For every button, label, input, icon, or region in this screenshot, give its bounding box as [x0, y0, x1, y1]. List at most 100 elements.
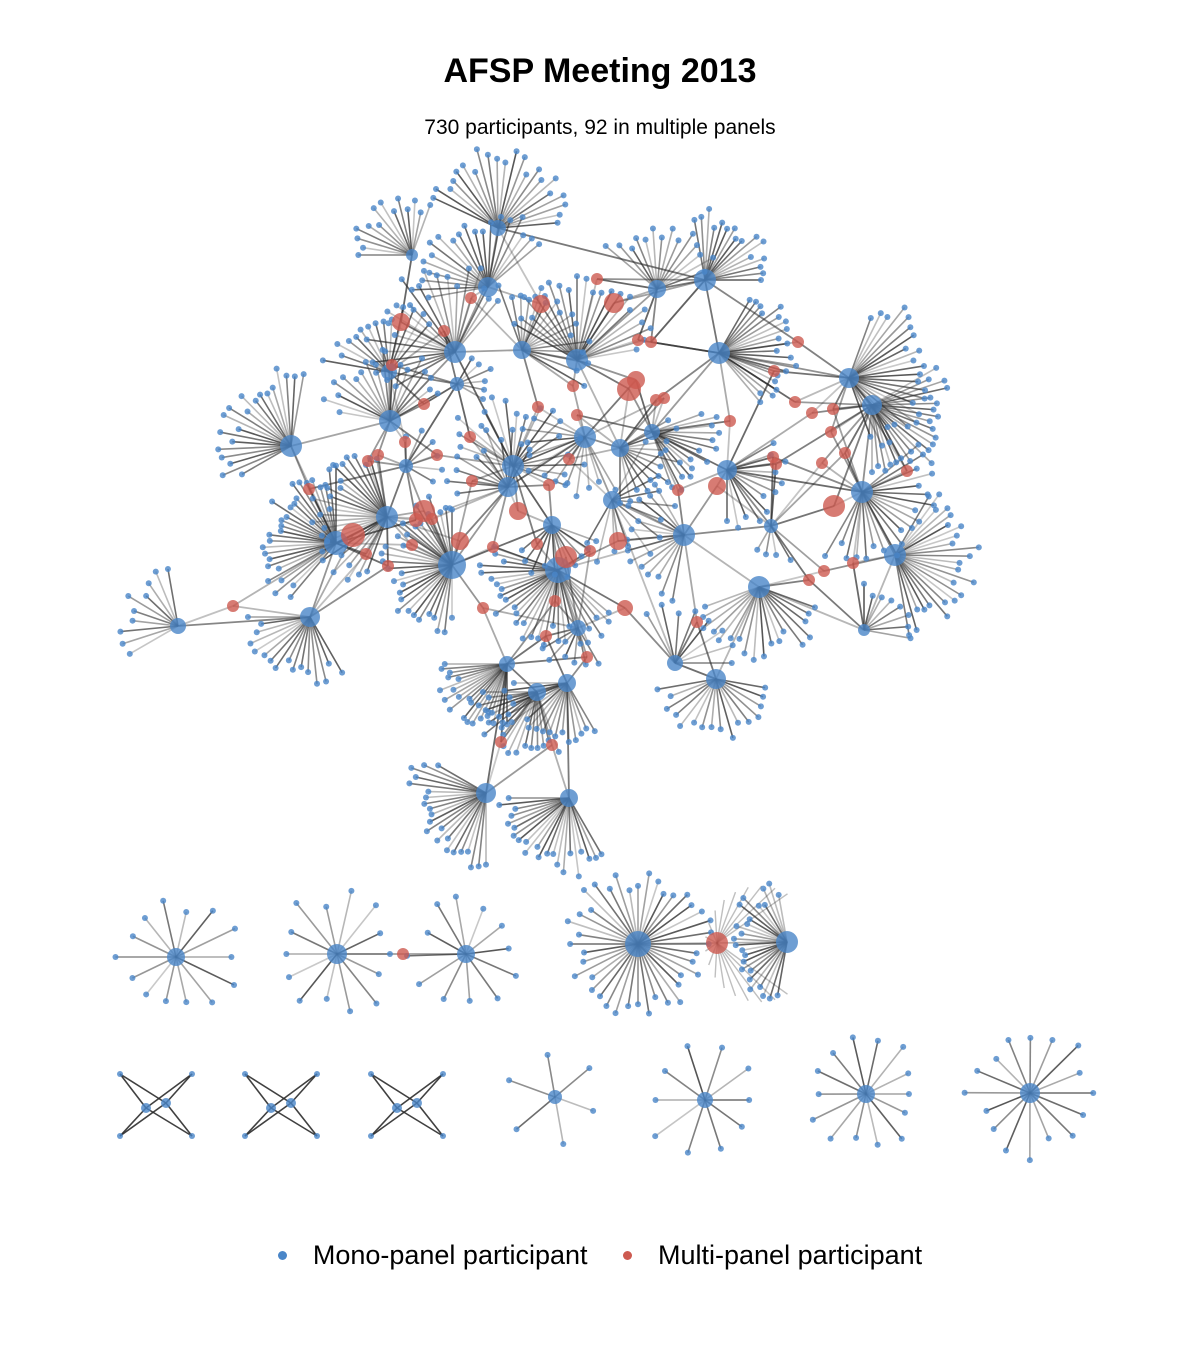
participant-node — [747, 967, 754, 974]
participant-node — [802, 618, 809, 625]
participant-node — [433, 186, 440, 193]
edge — [568, 797, 603, 855]
participant-node — [507, 217, 514, 224]
participant-node — [932, 506, 939, 513]
participant-node — [487, 219, 494, 226]
multi-panel-node — [609, 532, 627, 550]
edge — [651, 352, 720, 433]
participant-node — [698, 213, 705, 220]
edge — [333, 381, 391, 422]
participant-node — [642, 438, 649, 445]
participant-node — [335, 392, 342, 399]
edge — [378, 224, 413, 256]
edge — [223, 414, 292, 447]
edge — [562, 797, 570, 873]
participant-node — [933, 364, 940, 371]
participant-node — [534, 843, 541, 850]
participant-node — [412, 773, 419, 780]
participant-node — [499, 719, 506, 726]
participant-node — [453, 467, 460, 474]
participant-node — [323, 678, 330, 685]
participant-node — [562, 638, 569, 645]
edge — [500, 691, 538, 743]
edge — [479, 564, 559, 571]
participant-node — [293, 900, 300, 907]
participant-node — [898, 455, 905, 462]
participant-node — [757, 303, 764, 310]
participant-node — [589, 974, 596, 981]
participant-node — [687, 473, 694, 480]
edge — [852, 562, 865, 631]
edge — [471, 663, 508, 724]
participant-node — [283, 951, 290, 957]
participant-node — [555, 748, 562, 755]
participant-node — [783, 326, 790, 333]
multi-panel-node — [658, 392, 670, 404]
participant-node — [498, 436, 505, 443]
participant-node — [506, 694, 513, 701]
participant-node — [528, 569, 535, 576]
participant-node — [684, 891, 691, 898]
edge — [848, 312, 882, 379]
edge — [425, 792, 487, 799]
edge — [250, 616, 311, 645]
participant-node — [691, 216, 698, 223]
participant-node — [944, 521, 951, 528]
edge — [451, 524, 553, 566]
edge — [380, 202, 413, 256]
participant-node — [420, 267, 427, 274]
participant-node — [655, 878, 662, 885]
edge — [576, 359, 621, 449]
chart-title: AFSP Meeting 2013 — [443, 52, 757, 90]
participant-node — [667, 693, 674, 700]
participant-node — [947, 512, 954, 519]
edge — [497, 227, 542, 305]
participant-node — [523, 838, 530, 845]
participant-node — [738, 238, 745, 245]
participant-node — [565, 738, 572, 745]
participant-node — [336, 409, 343, 416]
edge — [568, 289, 578, 361]
participant-node — [644, 487, 651, 494]
edge — [485, 663, 508, 794]
participant-node — [377, 199, 384, 206]
participant-node — [505, 820, 512, 827]
participant-node — [598, 851, 605, 858]
edge — [389, 357, 423, 422]
participant-node — [269, 384, 276, 391]
participant-node — [410, 306, 417, 313]
edge — [290, 1102, 318, 1137]
participant-node — [339, 460, 346, 467]
edge — [821, 404, 873, 464]
participant-node — [849, 1034, 856, 1041]
participant-node — [760, 270, 767, 277]
participant-node — [778, 480, 785, 487]
edge — [393, 210, 413, 256]
edge — [122, 625, 179, 645]
participant-node — [376, 222, 383, 229]
participant-node — [396, 589, 403, 596]
participant-node — [941, 599, 948, 606]
participant-node — [687, 456, 694, 463]
participant-hub-node — [574, 426, 596, 448]
edge — [370, 1107, 398, 1137]
multi-panel-node — [706, 932, 728, 954]
edge — [119, 1102, 167, 1137]
participant-node — [760, 885, 767, 892]
participant-node — [538, 177, 545, 184]
edge — [507, 436, 586, 488]
participant-node — [652, 1097, 659, 1103]
edge — [871, 404, 912, 453]
participant-node — [509, 426, 516, 433]
participant-node — [554, 861, 561, 868]
participant-hub-node — [266, 1103, 276, 1113]
participant-node — [129, 974, 136, 981]
participant-node — [404, 366, 411, 373]
participant-node — [546, 729, 553, 736]
participant-node — [510, 700, 517, 707]
edge — [718, 352, 796, 403]
participant-node — [404, 206, 411, 213]
participant-node — [426, 805, 433, 812]
edge — [470, 297, 523, 351]
participant-node — [501, 687, 508, 694]
